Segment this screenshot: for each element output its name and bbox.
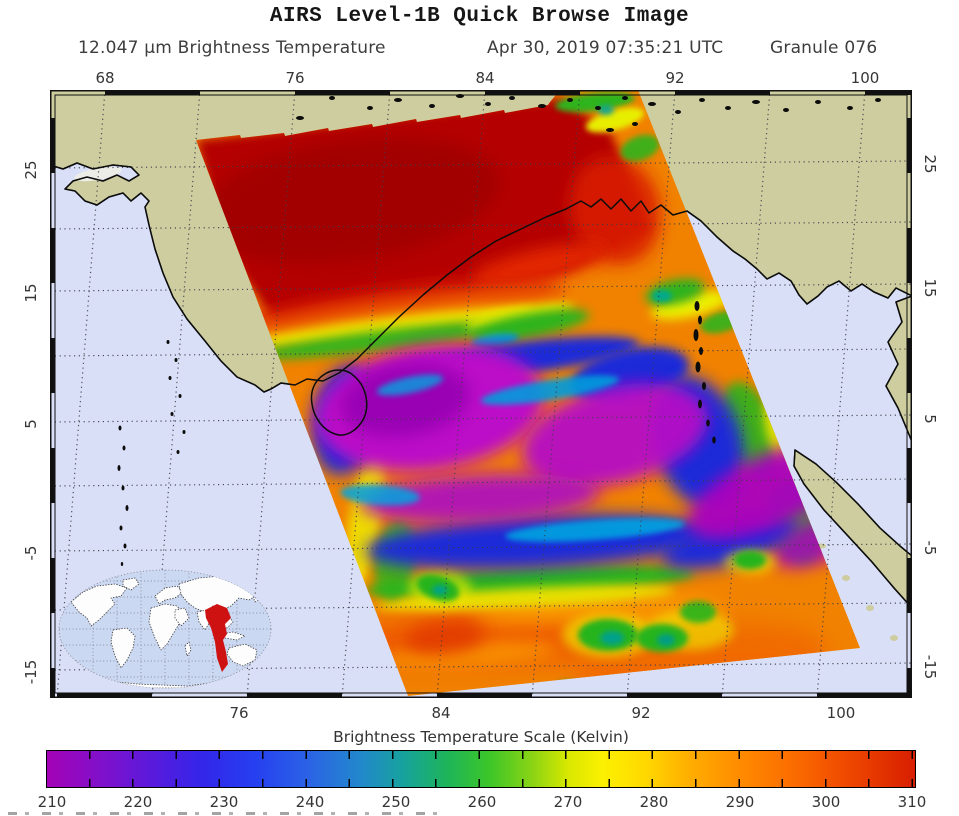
colorbar-tick-290: 290 [725,793,755,811]
satellite-map-figure [50,90,912,698]
lat-label-left--15: -15 [22,659,40,685]
colorbar [46,750,916,788]
colorbar-tick-210: 210 [37,793,67,811]
lon-label-top-92: 92 [665,69,685,87]
map-border [50,90,912,698]
graticule [50,90,912,698]
colorbar-labels: 210 220 230 240 250 260 270 280 290 300 … [38,793,927,811]
island-specks [117,94,881,566]
lat-label-left--5: -5 [22,545,40,561]
lon-label-top-84: 84 [475,69,495,87]
lon-label-bottom-100: 100 [826,704,856,722]
colorbar-tick-280: 280 [639,793,669,811]
lon-label-top-100: 100 [850,69,880,87]
colorbar-tick-270: 270 [553,793,583,811]
lon-label-bottom-76: 76 [229,704,249,722]
granule-label: Granule 076 [770,38,878,58]
colorbar-tick-260: 260 [467,793,497,811]
lat-label-right-25: 25 [921,154,939,174]
lat-label-left-15: 15 [22,283,40,303]
cyclone-region [312,336,860,611]
lat-label-right-15: 15 [921,278,939,298]
timestamp-label: Apr 30, 2019 07:35:21 UTC [487,38,724,58]
colorbar-tick-310: 310 [897,793,927,811]
lon-label-bottom-84: 84 [431,704,451,722]
page-title: AIRS Level-1B Quick Browse Image [269,5,690,28]
colorbar-tick-300: 300 [811,793,841,811]
colorbar-tick-230: 230 [209,793,239,811]
lat-label-right-5: 5 [921,414,939,424]
inset-world-map [58,569,272,689]
cropped-caption-remnant [8,812,438,815]
lat-label-right--5: -5 [921,540,939,556]
swath-transition-band [231,288,590,360]
colorbar-minor-ticks-top [47,751,915,759]
lat-label-right--15: -15 [921,654,939,680]
colorbar-tick-220: 220 [123,793,153,811]
colorbar-tick-250: 250 [381,793,411,811]
lon-label-top-76: 76 [285,69,305,87]
colorbar-title: Brightness Temperature Scale (Kelvin) [333,728,629,746]
colorbar-tick-240: 240 [295,793,325,811]
lat-label-left-25: 25 [22,160,40,180]
lon-label-bottom-92: 92 [631,704,651,722]
lon-label-top-68: 68 [95,69,115,87]
wavelength-label: 12.047 µm Brightness Temperature [78,38,386,58]
colorbar-minor-ticks-bottom [47,779,915,787]
lat-label-left-5: 5 [22,419,40,429]
swath-location-marker [205,604,231,672]
